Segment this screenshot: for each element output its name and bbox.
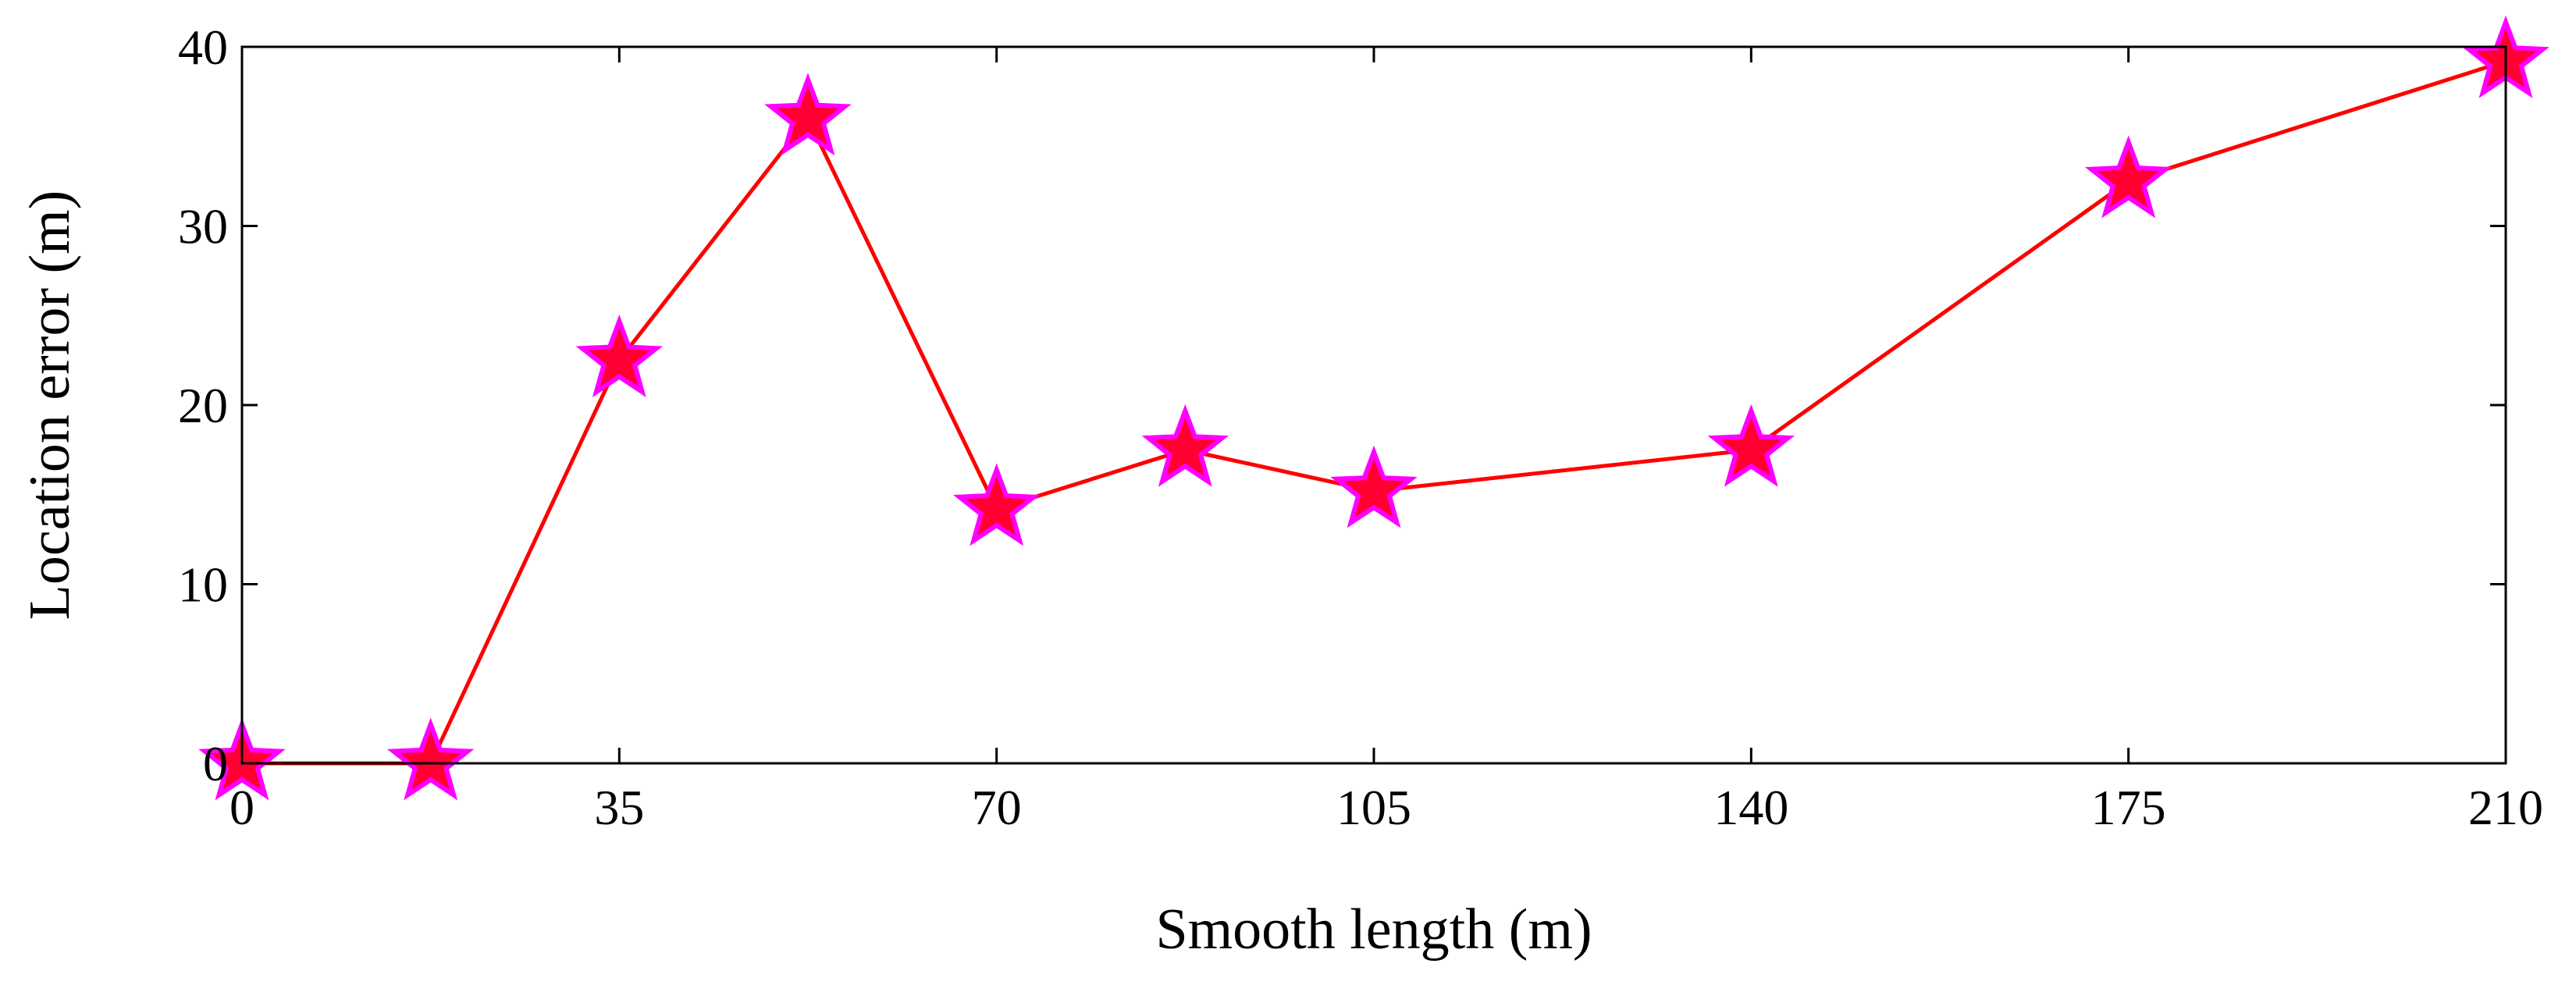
data-point-star <box>952 463 1041 546</box>
tick-labels-layer: 0 35 70 105 140 175 210 0 10 20 30 40 <box>178 20 2543 835</box>
y-tick-label: 0 <box>203 736 228 791</box>
x-tick-label: 0 <box>229 780 254 835</box>
x-tick-label: 210 <box>2468 780 2543 835</box>
y-tick-label: 10 <box>178 557 228 613</box>
data-point-star <box>764 73 852 156</box>
y-tick-label: 20 <box>178 378 228 433</box>
ticks-layer <box>240 45 2507 765</box>
x-tick-label: 175 <box>2091 780 2166 835</box>
series-line-layer <box>242 59 2507 766</box>
y-axis-title: Location error (m) <box>18 190 82 620</box>
data-point-star <box>2084 135 2172 219</box>
plot-frame <box>240 45 2507 765</box>
data-point-star <box>1141 404 1229 487</box>
series-line <box>242 59 2507 766</box>
x-tick-label: 35 <box>594 780 644 835</box>
data-point-star <box>1330 445 1418 528</box>
y-tick-label: 40 <box>178 20 228 75</box>
data-point-star <box>575 315 664 398</box>
x-tick-label: 105 <box>1336 780 1411 835</box>
data-point-star <box>386 717 475 801</box>
data-point-star <box>1707 404 1795 487</box>
y-tick-label: 30 <box>178 199 228 254</box>
x-tick-label: 140 <box>1713 780 1788 835</box>
markers-layer <box>198 15 2549 801</box>
x-axis-title: Smooth length (m) <box>1155 898 1592 962</box>
x-tick-label: 70 <box>972 780 1022 835</box>
